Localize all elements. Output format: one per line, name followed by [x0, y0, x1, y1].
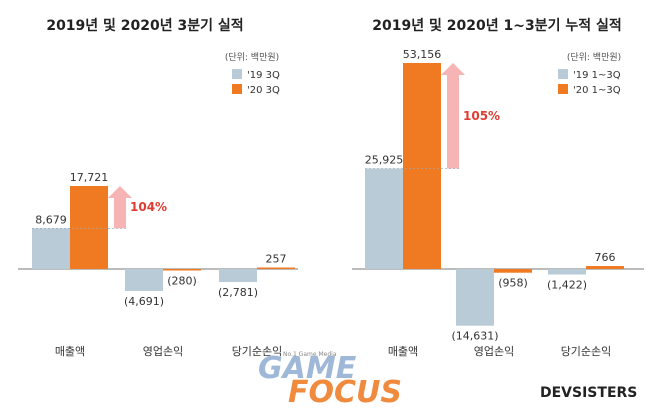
chart1-bar-s19-1 [125, 269, 163, 291]
chart2-bar-s20-2 [586, 266, 624, 269]
chart1-title: 2019년 및 2020년 3분기 실적 [46, 17, 243, 34]
chart2-legend-label-20: '20 1~3Q [573, 85, 621, 96]
chart2-category-label-2: 당기순손익 [561, 345, 612, 358]
chart1-legend-label-19: '19 3Q [247, 70, 280, 81]
chart2-plot: 25,925 53,156 매출액 (14,631) (958) 영업손익 (1,422) 7… [352, 48, 644, 358]
chart2-category-label-0: 매출액 [388, 345, 418, 358]
chart2-legend-swatch-20 [558, 84, 568, 94]
watermark-tagline: No.1 Game Media [283, 351, 337, 358]
chart2-bar-s20-1 [494, 269, 532, 273]
watermark-game-logo: GAME [258, 351, 357, 386]
chart2-value-label-s20-2: 766 [595, 251, 616, 264]
chart1-bar-s20-1 [163, 269, 201, 271]
brand-logo: DEVSISTERS [540, 385, 637, 401]
chart2-bar-s19-0 [365, 168, 403, 269]
chart1-value-label-s19-1: (4,691) [124, 295, 164, 308]
chart1-legend-swatch-19 [232, 69, 242, 79]
chart1-bar-s20-0 [70, 186, 108, 269]
chart2-value-label-s19-2: (1,422) [547, 279, 587, 292]
chart1-category-label-1: 영업손익 [143, 345, 183, 358]
chart1-plot: 8,679 17,721 매출액 (4,691)(280) 영업손익 (2,781) 257… [18, 171, 298, 358]
chart1-value-label-s20-0: 17,721 [70, 171, 109, 184]
chart2-legend-swatch-19 [558, 69, 568, 79]
chart2-legend-label-19: '19 1~3Q [573, 70, 621, 81]
chart2-bar-s19-2 [548, 269, 586, 275]
chart1-value-label-s20-2: 257 [266, 253, 287, 266]
chart2-bar-s19-1 [456, 269, 494, 326]
chart1-bar-s20-2 [257, 267, 295, 269]
chart1-value-label-s19-2: (2,781) [218, 286, 258, 299]
chart2-value-label-s20-1: (958) [498, 277, 528, 290]
chart1-legend-swatch-20 [232, 84, 242, 94]
chart2-value-label-s19-0: 25,925 [365, 154, 404, 167]
chart1-value-label-s20-1: (280) [167, 275, 197, 288]
chart1-bar-s19-0 [32, 228, 70, 269]
chart1-growth-arrow-head [108, 186, 132, 198]
chart1-value-label-s19-0: 8,679 [35, 213, 67, 226]
chart2-unit-label: (단위: 백만원) [567, 52, 621, 63]
chart2-growth-label: 105% [463, 109, 500, 123]
chart2-bar-s20-0 [403, 63, 441, 269]
chart2-growth-arrow-head [441, 63, 465, 75]
chart2-growth-arrow-shaft [447, 75, 459, 169]
chart1-growth-arrow-shaft [114, 198, 126, 229]
chart1-category-label-2: 당기순손익 [232, 345, 283, 358]
watermark-focus-logo: FOCUS [288, 375, 402, 410]
chart1-category-label-0: 매출액 [55, 345, 85, 358]
chart1-legend-label-20: '20 3Q [247, 85, 280, 96]
chart1-bar-s19-2 [219, 269, 257, 283]
chart2-category-label-1: 영업손익 [474, 345, 514, 358]
chart2-value-label-s20-0: 53,156 [403, 48, 442, 61]
chart2-value-label-s19-1: (14,631) [451, 330, 498, 343]
chart2-title: 2019년 및 2020년 1~3분기 누적 실적 [372, 17, 621, 34]
chart1-unit-label: (단위: 백만원) [225, 52, 279, 63]
chart1-growth-label: 104% [130, 200, 167, 214]
